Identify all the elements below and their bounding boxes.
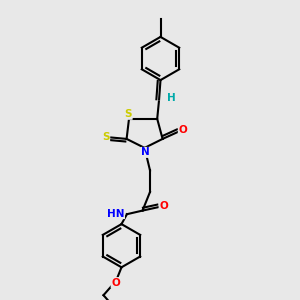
Text: S: S: [125, 109, 132, 119]
Text: N: N: [141, 147, 150, 158]
Text: O: O: [178, 125, 187, 135]
Text: HN: HN: [107, 208, 124, 219]
Text: H: H: [167, 93, 176, 103]
Text: O: O: [159, 201, 168, 211]
Text: O: O: [111, 278, 120, 288]
Text: S: S: [102, 132, 110, 142]
